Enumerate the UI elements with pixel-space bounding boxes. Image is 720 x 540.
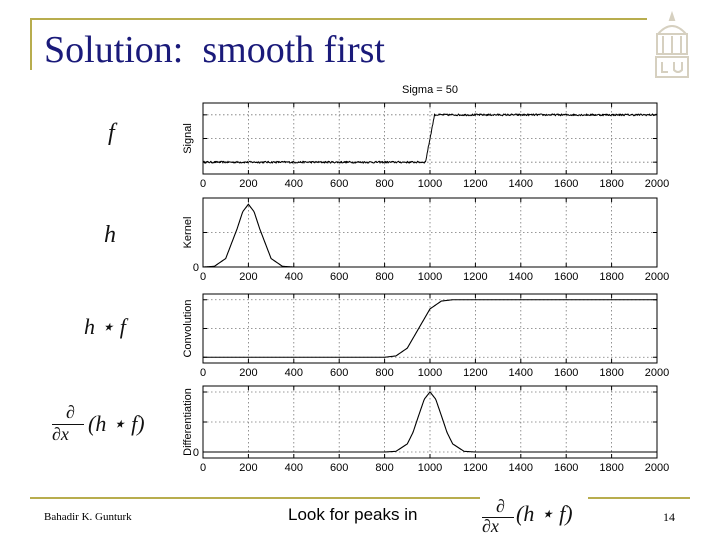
x-tick-label: 800 — [375, 178, 393, 190]
derivative-body: (h ⋆ f) — [88, 411, 145, 436]
x-tick-label: 1000 — [418, 178, 442, 190]
x-tick-label: 1000 — [418, 271, 442, 283]
x-tick-label: 2000 — [645, 271, 669, 283]
footer-author: Bahadir K. Gunturk — [44, 511, 132, 523]
x-tick-label: 800 — [375, 462, 393, 474]
x-tick-label: 1200 — [463, 178, 487, 190]
derivative-fraction-bar — [52, 424, 84, 425]
title-frame — [30, 18, 647, 70]
x-tick-label: 200 — [239, 462, 257, 474]
axes-box — [202, 102, 658, 175]
x-tick-label: 0 — [200, 178, 206, 190]
y-tick-label: 0 — [193, 262, 199, 274]
x-tick-label: 1400 — [509, 178, 533, 190]
footer-derivative-numerator: ∂ — [496, 496, 505, 516]
axes-box — [202, 293, 658, 364]
x-tick-label: 200 — [239, 271, 257, 283]
x-tick-label: 400 — [285, 367, 303, 379]
x-tick-label: 600 — [330, 367, 348, 379]
x-tick-label: 1800 — [599, 178, 623, 190]
chart-stack: 0 200 400 600 800 1000 1200 1400 1600 1800 2000Sig… — [182, 84, 669, 474]
series-line — [202, 113, 658, 164]
x-tick-label: 200 — [239, 367, 257, 379]
x-tick-label: 400 — [285, 271, 303, 283]
x-tick-label: 2000 — [645, 462, 669, 474]
footer-rule — [30, 497, 690, 499]
x-tick-label: 1200 — [463, 462, 487, 474]
y-axis-label: Kernel — [182, 217, 194, 249]
x-tick-label: 1200 — [463, 367, 487, 379]
x-tick-label: 800 — [375, 367, 393, 379]
slide-title: Solution: smooth first — [44, 29, 385, 71]
convolution-label: h ⋆ f — [84, 314, 126, 339]
derivative-denominator: ∂x — [52, 424, 69, 444]
derivative-formula-footer: ∂ ∂x (h ⋆ f) — [480, 496, 588, 538]
series-line — [202, 203, 294, 268]
x-tick-label: 1800 — [599, 462, 623, 474]
axes-box — [202, 197, 658, 268]
signal-label-f: f — [108, 120, 115, 146]
footer-derivative-denominator: ∂x — [482, 516, 499, 536]
x-tick-label: 0 — [200, 462, 206, 474]
x-tick-label: 2000 — [645, 178, 669, 190]
x-tick-label: 600 — [330, 462, 348, 474]
footer-derivative-body: (h ⋆ f) — [516, 501, 573, 526]
axes-box — [202, 385, 658, 459]
chart-panel-2: 0 200 400 600 800 1000 1200 1400 1600 1800 2000 0 Ke… — [182, 197, 669, 283]
footer-note: Look for peaks in — [288, 505, 418, 524]
chart-panel-4: 0 200 400 600 800 1000 1200 1400 1600 1800 20000Di… — [182, 385, 669, 474]
x-tick-label: 1400 — [509, 367, 533, 379]
chart-title: Sigma = 50 — [402, 84, 458, 96]
kernel-label-h: h — [104, 222, 116, 248]
series-line — [203, 299, 657, 358]
page-number: 14 — [663, 510, 675, 524]
x-tick-label: 1600 — [554, 367, 578, 379]
x-tick-label: 1600 — [554, 178, 578, 190]
x-tick-label: 1400 — [509, 462, 533, 474]
x-tick-label: 1800 — [599, 271, 623, 283]
x-tick-label: 2000 — [645, 367, 669, 379]
x-tick-label: 1400 — [509, 271, 533, 283]
x-tick-label: 0 — [200, 271, 206, 283]
x-tick-label: 600 — [330, 178, 348, 190]
x-tick-label: 400 — [285, 178, 303, 190]
y-axis-label: Differentiation — [182, 388, 194, 456]
x-tick-label: 0 — [200, 367, 206, 379]
y-tick-label: 0 — [193, 447, 199, 459]
y-axis-label: Convolution — [182, 299, 194, 357]
footer-derivative-fraction-bar — [482, 517, 514, 518]
x-tick-label: 600 — [330, 271, 348, 283]
x-tick-label: 1000 — [418, 367, 442, 379]
chart-panel-3: 0 200 400 600 800 1000 1200 1400 1600 1800 2000 Con… — [182, 293, 669, 379]
y-axis-label: Signal — [182, 123, 194, 154]
x-tick-label: 400 — [285, 462, 303, 474]
x-tick-label: 1800 — [599, 367, 623, 379]
x-tick-label: 1200 — [463, 271, 487, 283]
series-line — [203, 391, 657, 453]
chart-panel-1: 0 200 400 600 800 1000 1200 1400 1600 1800 2000 Sig… — [182, 84, 669, 190]
x-tick-label: 200 — [239, 178, 257, 190]
x-tick-label: 1000 — [418, 462, 442, 474]
x-tick-label: 1600 — [554, 271, 578, 283]
x-tick-label: 800 — [375, 271, 393, 283]
derivative-numerator: ∂ — [66, 402, 75, 422]
university-seal-icon — [655, 10, 689, 78]
x-tick-label: 1600 — [554, 462, 578, 474]
